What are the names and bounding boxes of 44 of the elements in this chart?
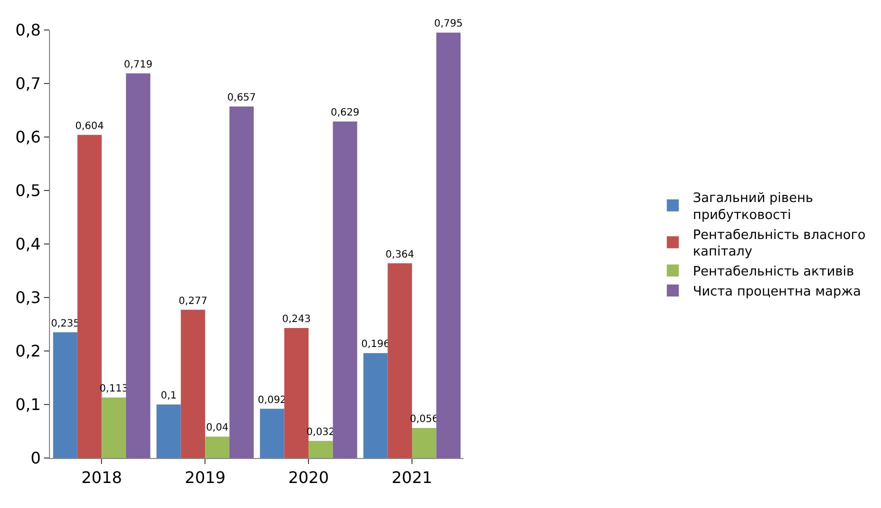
x-tick-label: 2021 [392,468,432,488]
legend-label: Рентабельність власного капіталу [692,228,866,260]
bar [102,398,126,458]
bar [284,328,309,458]
legend-label: Рентабельність активів [692,264,854,280]
bar [332,121,358,458]
data-label: 0,719 [124,59,152,70]
data-label: 0,629 [330,107,360,118]
y-tick-label: 0,3 [15,288,41,308]
data-label: 0,277 [178,296,208,307]
bar [156,404,181,458]
y-tick-label: 0 [30,448,41,468]
legend-label: Чиста процентна маржа [692,284,861,300]
data-label: 0,657 [227,92,256,104]
bar [205,436,230,458]
bar [363,353,388,458]
bar [229,106,254,458]
y-tick-label: 0,2 [15,342,41,361]
bar [53,332,78,458]
data-label: 0,04 [206,422,228,434]
y-tick-label: 0,6 [15,128,41,147]
y-tick-label: 0,5 [15,181,41,200]
bar [180,310,206,458]
legend-label: Загальний рівень прибутковості [692,191,814,223]
bar [436,32,461,458]
bar [388,263,412,458]
bar [308,440,333,458]
bar [126,73,150,458]
y-tick-label: 0,8 [15,20,41,40]
bar [412,428,436,458]
data-label: 0,1 [160,390,177,402]
data-label: 0,604 [75,120,104,132]
x-tick-label: 2020 [288,468,329,488]
data-label: 0,243 [282,314,311,325]
x-tick-label: 2019 [184,468,226,488]
bar [260,408,284,458]
bar [77,134,102,458]
x-tick-label: 2018 [81,468,122,488]
y-tick-label: 0,4 [15,234,41,254]
data-label: 0,092 [258,394,286,406]
y-tick-label: 0,7 [15,74,41,94]
data-label: 0,364 [386,249,414,260]
data-label: 0,795 [434,18,463,30]
y-tick-label: 0,1 [15,395,41,414]
